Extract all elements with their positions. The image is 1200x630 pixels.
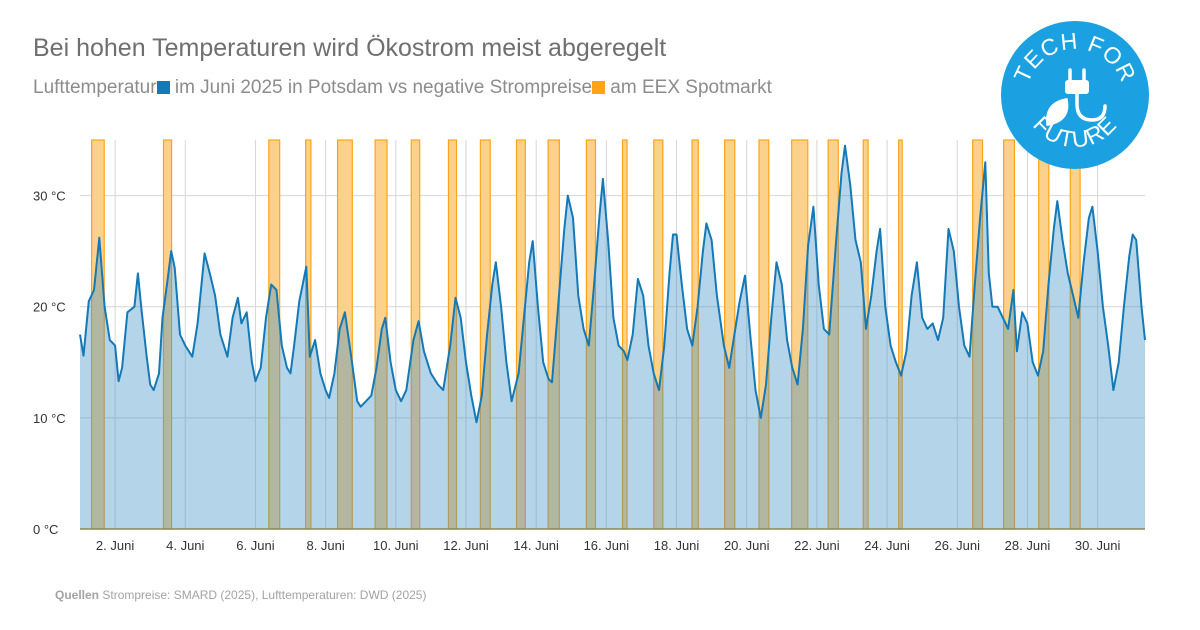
chart-title: Bei hohen Temperaturen wird Ökostrom mei… xyxy=(33,34,667,62)
legend-swatch-temperature xyxy=(156,81,170,94)
x-tick-label: 20. Juni xyxy=(724,538,770,553)
x-tick-label: 4. Juni xyxy=(166,538,204,553)
x-tick-label: 26. Juni xyxy=(934,538,980,553)
x-tick-label: 6. Juni xyxy=(236,538,274,553)
y-tick-label: 0 °C xyxy=(33,522,58,537)
x-tick-label: 2. Juni xyxy=(96,538,134,553)
subtitle-part-temperature: Lufttemperatur xyxy=(33,77,157,98)
x-tick-label: 10. Juni xyxy=(373,538,419,553)
subtitle-part-market: am EEX Spotmarkt xyxy=(610,77,772,98)
subtitle-part-main: im Juni 2025 in Potsdam vs negative Stro… xyxy=(174,77,593,98)
x-tick-label: 24. Juni xyxy=(864,538,910,553)
source-label: Quellen xyxy=(55,588,100,602)
x-tick-label: 18. Juni xyxy=(654,538,700,553)
tech-for-future-logo: TECH FOR FUTURE xyxy=(1001,21,1149,169)
legend-swatch-negative-price xyxy=(592,81,606,94)
source-text: Strompreise: SMARD (2025), Lufttemperatu… xyxy=(102,588,427,602)
y-tick-label: 20 °C xyxy=(33,300,66,315)
x-tick-label: 12. Juni xyxy=(443,538,489,553)
plug-leaf-icon xyxy=(1046,68,1107,127)
x-tick-label: 28. Juni xyxy=(1005,538,1051,553)
temperature-area-group xyxy=(79,144,1146,529)
source-note: Quellen Strompreise: SMARD (2025), Luftt… xyxy=(55,588,426,602)
axes: 0 °C 10 °C 20 °C 30 °C 2. Juni 4. Juni 6. Juni… xyxy=(33,189,1145,553)
x-tick-label: 8. Juni xyxy=(306,538,344,553)
logo-circle xyxy=(1001,21,1149,169)
y-tick-label: 30 °C xyxy=(33,189,66,204)
x-tick-label: 30. Juni xyxy=(1075,538,1121,553)
chart-subtitle: Lufttemperatur im Juni 2025 in Potsdam v… xyxy=(33,77,772,99)
temperature-line xyxy=(79,144,1146,424)
x-tick-label: 22. Juni xyxy=(794,538,840,553)
temperature-area xyxy=(80,145,1145,529)
x-tick-label: 16. Juni xyxy=(584,538,630,553)
y-tick-label: 10 °C xyxy=(33,411,66,426)
x-tick-label: 14. Juni xyxy=(513,538,559,553)
